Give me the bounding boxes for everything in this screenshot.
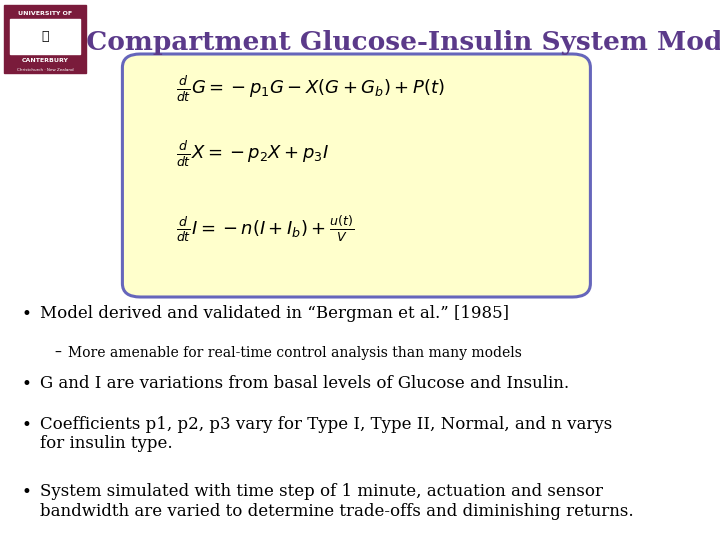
Text: System simulated with time step of 1 minute, actuation and sensor
bandwidth are : System simulated with time step of 1 min… [40, 483, 633, 520]
Text: 🏛: 🏛 [41, 30, 49, 43]
Text: •: • [22, 375, 32, 393]
Text: CANTERBURY: CANTERBURY [22, 58, 68, 63]
Text: Coefficients p1, p2, p3 vary for Type I, Type II, Normal, and n varys
for insuli: Coefficients p1, p2, p3 vary for Type I,… [40, 416, 612, 453]
FancyBboxPatch shape [122, 54, 590, 297]
Text: •: • [22, 483, 32, 501]
Text: G and I are variations from basal levels of Glucose and Insulin.: G and I are variations from basal levels… [40, 375, 569, 392]
Text: •: • [22, 305, 32, 323]
Text: More amenable for real-time control analysis than many models: More amenable for real-time control anal… [68, 346, 522, 360]
Text: •: • [22, 416, 32, 434]
Text: Model derived and validated in “Bergman et al.” [1985]: Model derived and validated in “Bergman … [40, 305, 508, 322]
Text: UNIVERSITY OF: UNIVERSITY OF [18, 11, 72, 16]
Text: –: – [54, 346, 61, 360]
FancyBboxPatch shape [10, 19, 80, 54]
Text: 2-Compartment Glucose-Insulin System Model: 2-Compartment Glucose-Insulin System Mod… [57, 30, 720, 55]
Text: $\frac{d}{dt}X = -p_2X + p_3I$: $\frac{d}{dt}X = -p_2X + p_3I$ [176, 139, 329, 168]
FancyBboxPatch shape [4, 5, 86, 73]
Text: $\frac{d}{dt}G = -p_1G - X(G + G_b) + P(t)$: $\frac{d}{dt}G = -p_1G - X(G + G_b) + P(… [176, 75, 445, 104]
Text: Christchurch · New Zealand: Christchurch · New Zealand [17, 68, 73, 71]
Text: $\frac{d}{dt}I = -n(I + I_b) + \frac{u(t)}{V}$: $\frac{d}{dt}I = -n(I + I_b) + \frac{u(t… [176, 214, 355, 245]
